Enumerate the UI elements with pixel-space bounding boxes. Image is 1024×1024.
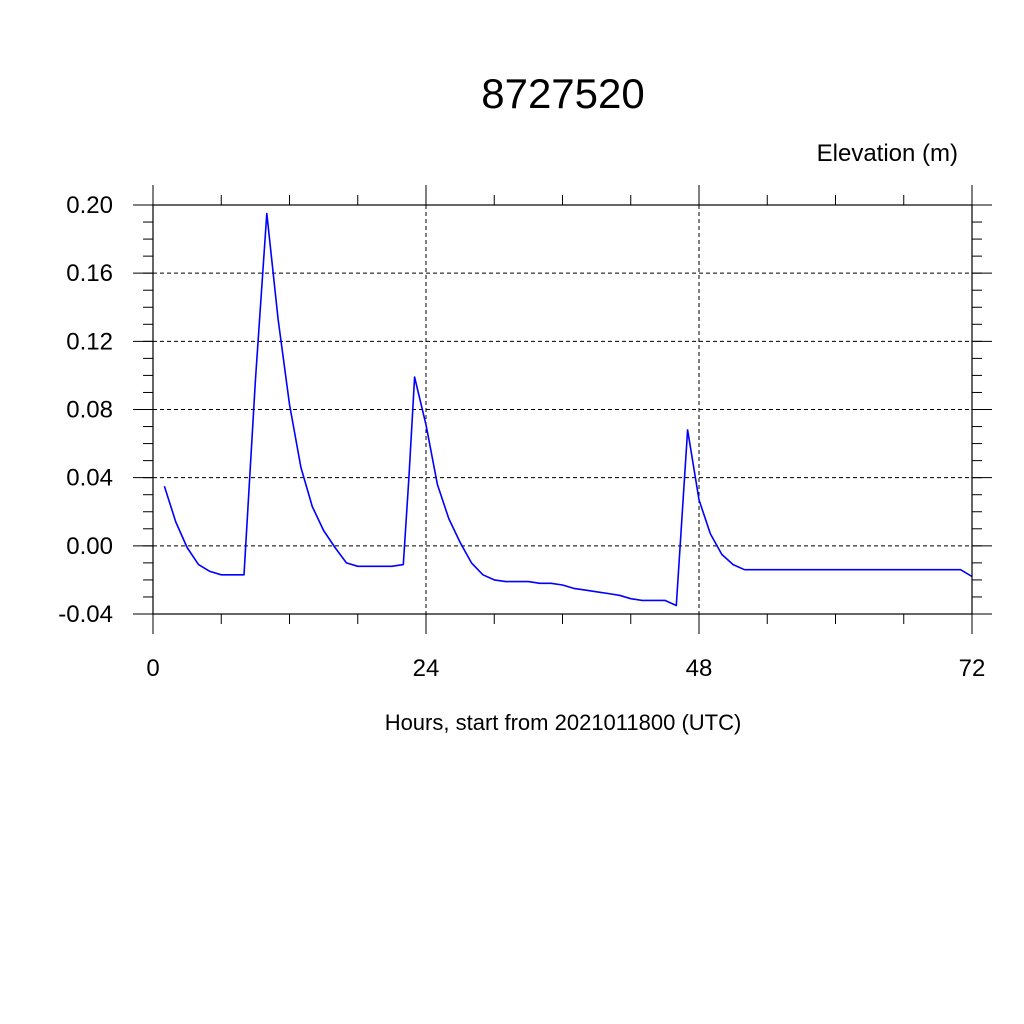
y-tick-label: 0.08	[66, 397, 113, 424]
x-tick-label: 72	[959, 655, 986, 682]
x-tick-label: 0	[146, 655, 159, 682]
y-tick-label: 0.04	[66, 465, 113, 492]
chart-title: 8727520	[481, 70, 645, 117]
x-tick-label: 24	[413, 655, 440, 682]
tick-labels: -0.04 0.00 0.04 0.08 0.12 0.16 0.20 0 24 48 72	[58, 192, 985, 682]
x-axis-label: Hours, start from 2021011800 (UTC)	[385, 710, 742, 735]
elevation-series-line	[163, 212, 973, 607]
series-layer	[163, 212, 973, 607]
y-tick-label: 0.16	[66, 260, 113, 287]
y-tick-label: 0.20	[66, 192, 113, 219]
y-tick-label: -0.04	[58, 601, 113, 628]
unit-label: Elevation (m)	[817, 140, 958, 167]
axis-ticks	[133, 185, 992, 634]
plot-frame	[152, 204, 973, 615]
x-tick-label: 48	[686, 655, 713, 682]
grid	[153, 204, 972, 614]
y-tick-label: 0.12	[66, 328, 113, 355]
y-tick-label: 0.00	[66, 533, 113, 560]
